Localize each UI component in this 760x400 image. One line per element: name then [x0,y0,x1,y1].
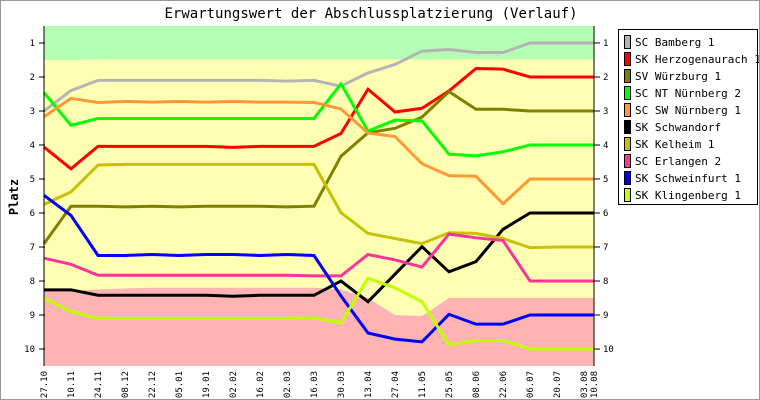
legend-swatch [624,35,631,49]
x-tick-label: 30.03 [337,371,347,398]
x-tick-label: 20.07 [553,371,563,398]
legend-swatch [624,86,631,100]
series-line-6 [44,211,594,304]
x-tick-label: 27.04 [391,371,401,398]
x-tick-label: 02.03 [283,371,293,398]
x-tick-label: 24.11 [94,371,104,398]
legend-swatch [624,103,631,117]
x-tick-label: 10.11 [67,371,77,398]
x-tick-label: 27.10 [40,371,50,398]
x-tick-label: 19.01 [202,371,212,398]
legend-label: SK Herzogenaurach 1 [635,53,759,66]
y-tick-label-right: 10 [603,345,614,355]
x-tick-label: 03.08 [580,371,590,398]
series-line-5 [43,96,594,206]
y-tick-label: 2 [30,73,35,83]
x-tick-label: 08.06 [472,371,482,398]
x-tick-label: 16.02 [256,371,266,398]
x-tick-label: 16.03 [310,371,320,398]
y-tick-label: 10 [24,345,35,355]
legend-label: SV Würzburg 1 [635,70,721,83]
y-tick-label-right: 8 [603,277,608,287]
legend-box [618,29,758,205]
legend-swatch [624,137,631,151]
y-tick-label: 5 [30,175,35,185]
y-tick-label-right: 4 [603,141,608,151]
series-line-10 [43,276,594,351]
legend-swatch [624,52,631,66]
y-tick-label-right: 1 [603,39,608,49]
x-tick-label: 25.05 [445,371,455,398]
y-axis-label: Platz [7,179,21,215]
series-lines [42,41,594,351]
x-tick-label: 10.08 [590,371,600,398]
y-tick-label: 8 [30,277,35,287]
y-tick-label: 9 [30,311,35,321]
legend-swatch [624,154,631,168]
x-tick-label: 06.07 [526,371,536,398]
x-tick-label: 08.12 [121,371,131,398]
legend-label: SC Bamberg 1 [635,36,714,49]
legend-swatch [624,188,631,202]
legend-label: SK Schwandorf [635,121,721,134]
y-tick-label: 4 [30,141,35,151]
x-tick-label: 11.05 [418,371,428,398]
legend-label: SC SW Nürnberg 1 [635,104,741,117]
y-tick-label-right: 6 [603,209,608,219]
y-tick-label: 6 [30,209,35,219]
x-tick-label: 02.02 [229,371,239,398]
legend-label: SK Schweinfurt 1 [635,172,741,185]
zone-top [44,26,594,60]
y-tick-label: 1 [30,39,35,49]
zone-bottom [44,287,594,366]
legend-swatch [624,69,631,83]
y-tick-label-right: 5 [603,175,608,185]
series-line-3 [42,89,594,245]
y-tick-label-right: 2 [603,73,608,83]
series-line-2 [43,66,594,171]
y-tick-label: 7 [30,243,35,253]
legend-label: SK Kelheim 1 [635,138,714,151]
legend-label: SK Klingenberg 1 [635,189,741,202]
legend-label: SC Erlangen 2 [635,155,721,168]
x-tick-label: 13.04 [364,371,374,398]
series-line-4 [42,81,594,158]
legend-label: SC NT Nürnberg 2 [635,87,741,100]
x-tick-label: 05.01 [175,371,185,398]
legend: SC Bamberg 1 SK Herzogenaurach 1 SV Würzbu… [618,29,759,205]
series-line-1 [43,41,594,113]
x-tick-label: 22.12 [148,371,158,398]
y-tick-label-right: 9 [603,311,608,321]
y-tick-label-right: 7 [603,243,608,253]
series-line-9 [43,194,594,344]
legend-swatch [624,171,631,185]
series-line-7 [43,162,594,250]
x-tick-label: 22.06 [499,371,509,398]
y-tick-label: 3 [30,107,35,117]
y-tick-label-right: 3 [603,107,608,117]
axes: 1 1 2 2 3 3 4 4 5 5 6 6 7 7 8 8 9 9 10 10 27.10 10.11 24.11 08.… [24,26,614,398]
legend-swatch [624,120,631,134]
chart-title: Erwartungswert der Abschlussplatzierung … [164,6,577,22]
